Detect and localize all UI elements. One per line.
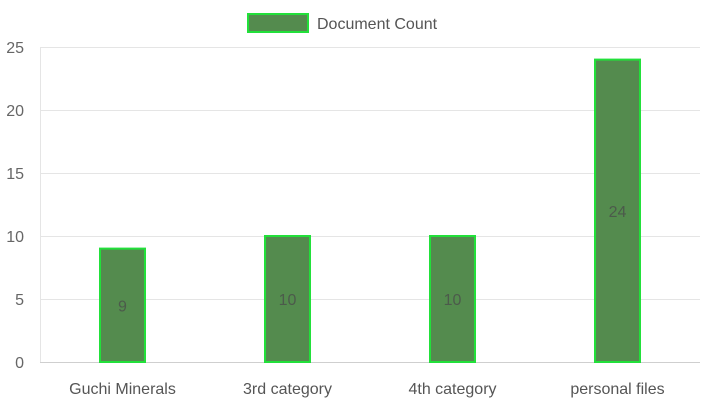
x-category-label-0: Guchi Minerals	[69, 381, 176, 398]
bar-1[interactable]	[264, 235, 311, 363]
x-category-label-3: personal files	[570, 381, 664, 398]
legend[interactable]: Document Count	[247, 13, 438, 33]
grid-lines	[40, 47, 700, 363]
x-category-label-2: 4th category	[408, 381, 496, 398]
y-tick-label-20: 20	[6, 103, 24, 120]
y-tick-label-10: 10	[6, 229, 24, 246]
data-labels: 9 10 10 24	[118, 204, 626, 315]
data-label-3: 24	[609, 204, 627, 221]
x-category-label-1: 3rd category	[243, 381, 332, 398]
legend-swatch-document-count	[247, 13, 309, 33]
bar-0[interactable]	[99, 247, 146, 364]
bar-2[interactable]	[429, 235, 476, 363]
y-tick-label-15: 15	[6, 166, 24, 183]
legend-label-document-count: Document Count	[317, 16, 438, 33]
data-label-0: 9	[118, 298, 127, 315]
bar-3[interactable]	[594, 58, 641, 363]
y-tick-label-5: 5	[15, 292, 24, 309]
x-axis-categories: Guchi Minerals 3rd category 4th category pe…	[69, 381, 664, 398]
y-tick-label-25: 25	[6, 40, 24, 57]
y-axis-ticks: 0 5 10 15 20 25	[6, 40, 24, 372]
bars	[99, 58, 641, 364]
data-label-2: 10	[444, 292, 462, 309]
y-tick-label-0: 0	[15, 355, 24, 372]
data-label-1: 10	[279, 292, 297, 309]
